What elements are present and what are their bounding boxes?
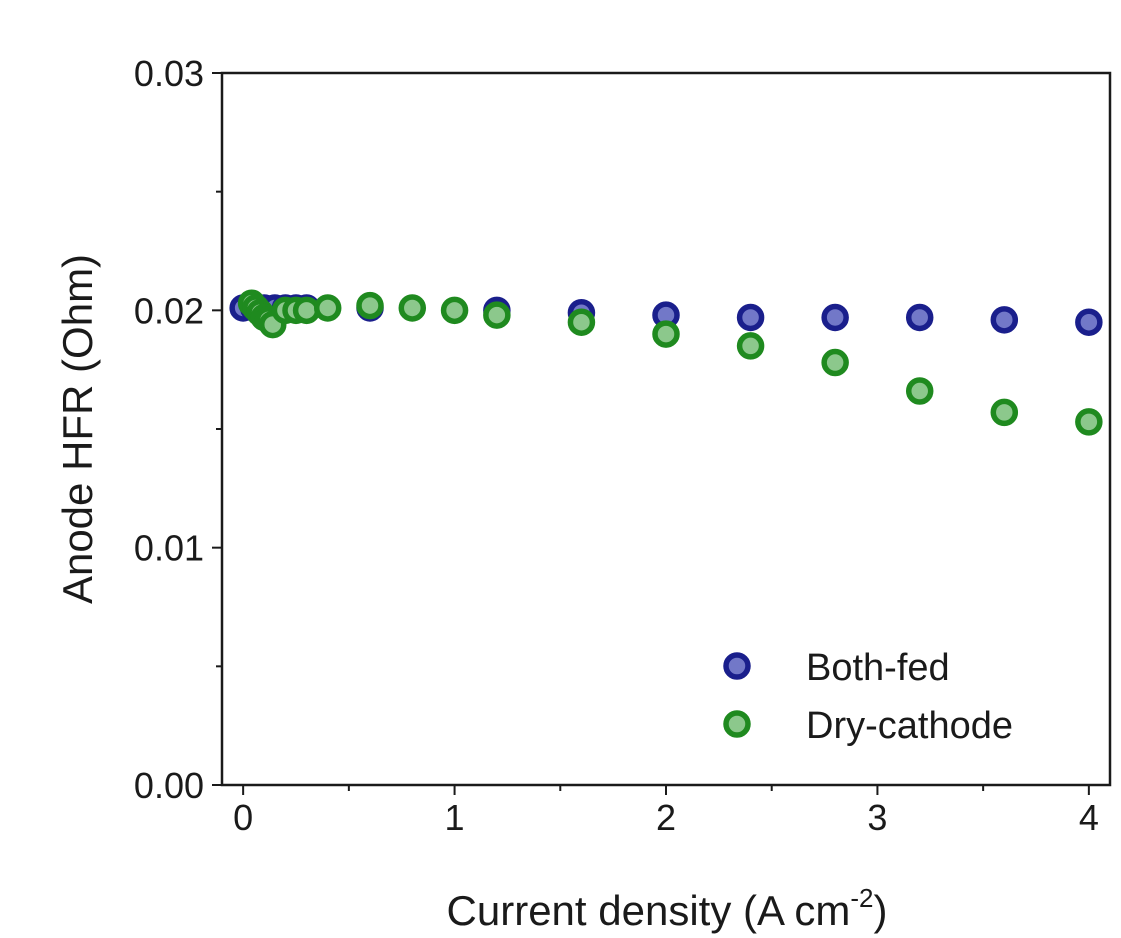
x-tick-label: 2: [656, 797, 676, 838]
legend-item-both-fed: Both-fed: [723, 647, 950, 689]
x-axis-title-main: Current density (A cm: [447, 887, 851, 934]
x-tick-label: 3: [867, 797, 887, 838]
legend-marker: [723, 652, 751, 680]
dry-cathode-point: [652, 320, 680, 348]
x-axis-title-sup: -2: [850, 883, 873, 913]
ticks-layer: 0 1 2 3 4 0.00 0.01 0.02 0.03: [134, 53, 1099, 838]
x-axis-title: Current density (A cm-2): [447, 883, 888, 934]
legend-label: Dry-cathode: [806, 705, 1013, 747]
dry-cathode-point: [1075, 408, 1103, 436]
dry-cathode-point: [821, 348, 849, 377]
x-tick-label: 4: [1079, 797, 1099, 838]
both-fed-point: [821, 303, 849, 332]
dry-cathode-point: [398, 294, 427, 322]
y-tick-label: 0.03: [134, 53, 204, 94]
legend-label: Both-fed: [806, 647, 950, 689]
legend: Both-fed Dry-cathode: [723, 647, 1013, 747]
y-tick-label: 0.00: [134, 765, 204, 806]
dry-cathode-point: [313, 294, 342, 322]
dry-cathode-point: [567, 308, 596, 336]
dry-cathode-point: [483, 301, 511, 329]
x-axis-title-suffix: ): [873, 887, 887, 934]
legend-marker: [723, 710, 751, 738]
y-tick-label: 0.02: [134, 290, 204, 331]
x-tick-label: 1: [445, 797, 465, 838]
both-fed-point: [990, 306, 1019, 334]
dry-cathode-point: [990, 398, 1019, 427]
dry-cathode-point: [905, 377, 934, 405]
dry-cathode-point: [356, 291, 384, 320]
both-fed-point: [1075, 308, 1103, 336]
both-fed-point: [736, 303, 765, 332]
plot-frame: [220, 71, 1112, 787]
both-fed-point: [905, 303, 934, 332]
y-tick-label: 0.01: [134, 528, 204, 569]
y-axis-title: Anode HFR (Ohm): [54, 254, 101, 604]
legend-item-dry-cathode: Dry-cathode: [723, 705, 1013, 747]
x-tick-label: 0: [233, 797, 253, 838]
dry-cathode-point: [440, 296, 469, 325]
points-layer: [229, 289, 1103, 436]
dry-cathode-point: [736, 332, 765, 360]
